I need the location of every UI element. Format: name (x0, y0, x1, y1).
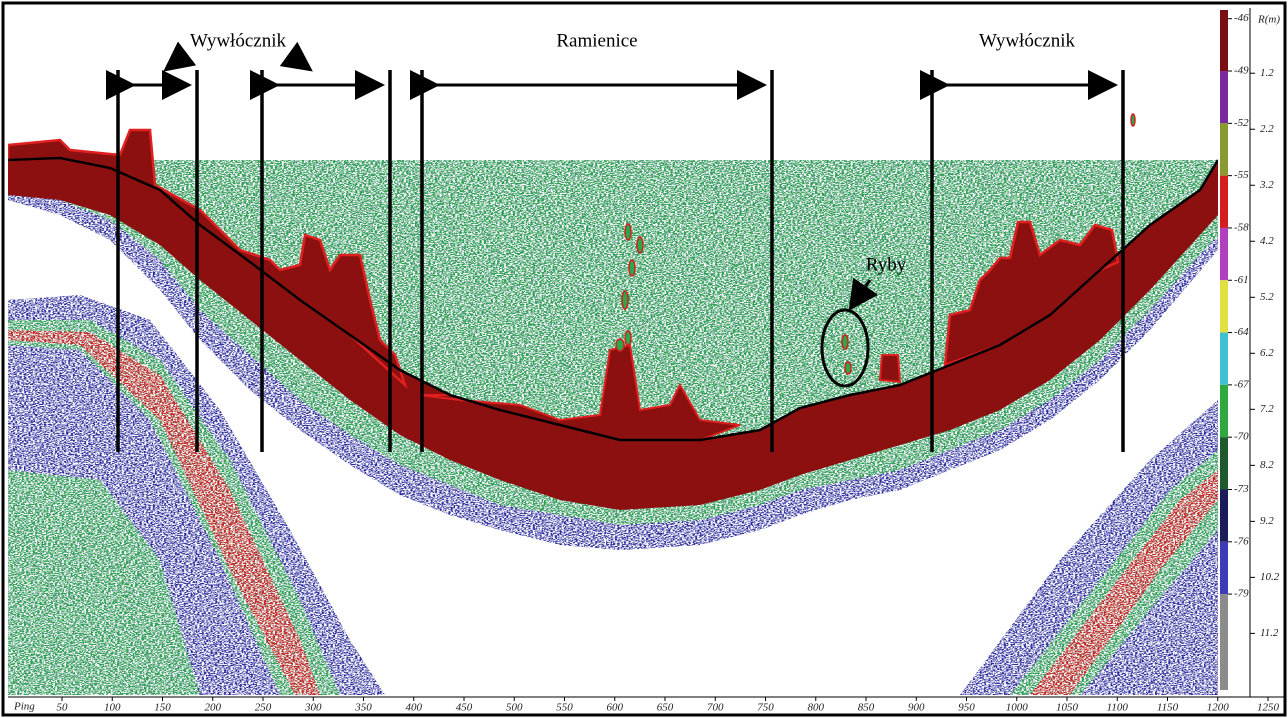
echogram: Wywłócznik Ramienice Wywłócznik Ryby Pin… (0, 0, 1288, 718)
y-tick-label: 4.2 (1260, 235, 1274, 247)
vegetation (880, 355, 900, 382)
x-tick-label: 1100 (1107, 702, 1129, 714)
x-tick-label: 400 (406, 702, 423, 714)
colorbar-tick-label: -52 (1234, 117, 1249, 129)
colorbar-segment (1220, 437, 1228, 489)
x-tick-label: 250 (255, 702, 272, 714)
x-tick-label: 850 (858, 702, 875, 714)
x-tick-label: 600 (607, 702, 624, 714)
x-axis-label: Ping (13, 701, 35, 713)
colorbar-segment (1220, 333, 1228, 385)
colorbar-tick-label: -64 (1234, 326, 1249, 338)
colorbar-segment (1220, 385, 1228, 437)
x-tick-label: 450 (456, 702, 473, 714)
x-tick-label: 50 (57, 702, 69, 714)
y-tick-label: 7.2 (1260, 403, 1274, 415)
y-tick-label: 3.2 (1259, 179, 1274, 191)
y-tick-label: 11.2 (1260, 627, 1279, 639)
colorbar-segment (1220, 123, 1228, 175)
y-tick-label: 8.2 (1260, 459, 1274, 471)
colorbar-segment (1220, 228, 1228, 280)
x-tick-label: 1000 (1006, 702, 1029, 714)
colorbar-tick-label: -61 (1234, 274, 1249, 286)
colorbar-segment (1220, 10, 1228, 71)
colorbar-segment (1220, 176, 1228, 228)
colorbar-segment (1220, 71, 1228, 123)
colorbar-tick-label: -46 (1234, 12, 1249, 24)
y-tick-label: 5.2 (1260, 291, 1274, 303)
y-tick-label: 10.2 (1260, 571, 1280, 583)
colorbar-tick-label: -79 (1234, 588, 1249, 600)
annotation: Wywłócznik (979, 30, 1075, 51)
colorbar-segment (1220, 542, 1228, 594)
colorbar-segment (1220, 594, 1228, 690)
x-tick-label: 1050 (1056, 702, 1079, 714)
x-tick-label: 350 (354, 702, 372, 714)
x-tick-label: 550 (556, 702, 573, 714)
x-tick-label: 1250 (1257, 702, 1280, 714)
y-tick-label: 6.2 (1260, 347, 1274, 359)
x-tick-label: 950 (958, 702, 975, 714)
x-tick-label: 500 (506, 702, 523, 714)
colorbar-tick-label: -58 (1234, 221, 1249, 233)
colorbar-tick-label: -73 (1234, 483, 1249, 495)
colorbar-tick-label: -76 (1234, 535, 1249, 547)
x-tick-label: 900 (908, 702, 925, 714)
x-tick-label: 300 (304, 702, 322, 714)
colorbar-segment (1220, 280, 1228, 332)
y-tick-label: 9.2 (1260, 515, 1274, 527)
x-tick-label: 700 (707, 702, 724, 714)
x-tick-label: 750 (757, 702, 774, 714)
x-tick-label: 650 (657, 702, 674, 714)
annotation: Wywłócznik (190, 30, 286, 51)
x-tick-label: 1200 (1207, 702, 1230, 714)
x-tick-label: 100 (104, 702, 121, 714)
x-tick-label: 800 (808, 702, 825, 714)
x-tick-label: 200 (205, 702, 222, 714)
colorbar-tick-label: -70 (1234, 431, 1249, 443)
annotation: Ryby (866, 254, 907, 275)
colorbar-segment (1220, 489, 1228, 541)
colorbar-tick-label: -55 (1234, 169, 1249, 181)
annotation: Ramienice (556, 30, 637, 51)
colorbar-tick-label: -49 (1234, 65, 1249, 77)
y-tick-label: 2.2 (1260, 123, 1274, 135)
colorbar-tick-label: -67 (1234, 378, 1249, 390)
y-axis-label: R(m) (1257, 14, 1280, 26)
x-tick-label: 1150 (1157, 702, 1179, 714)
x-tick-label: 150 (154, 702, 171, 714)
y-tick-label: 1.2 (1260, 67, 1274, 79)
